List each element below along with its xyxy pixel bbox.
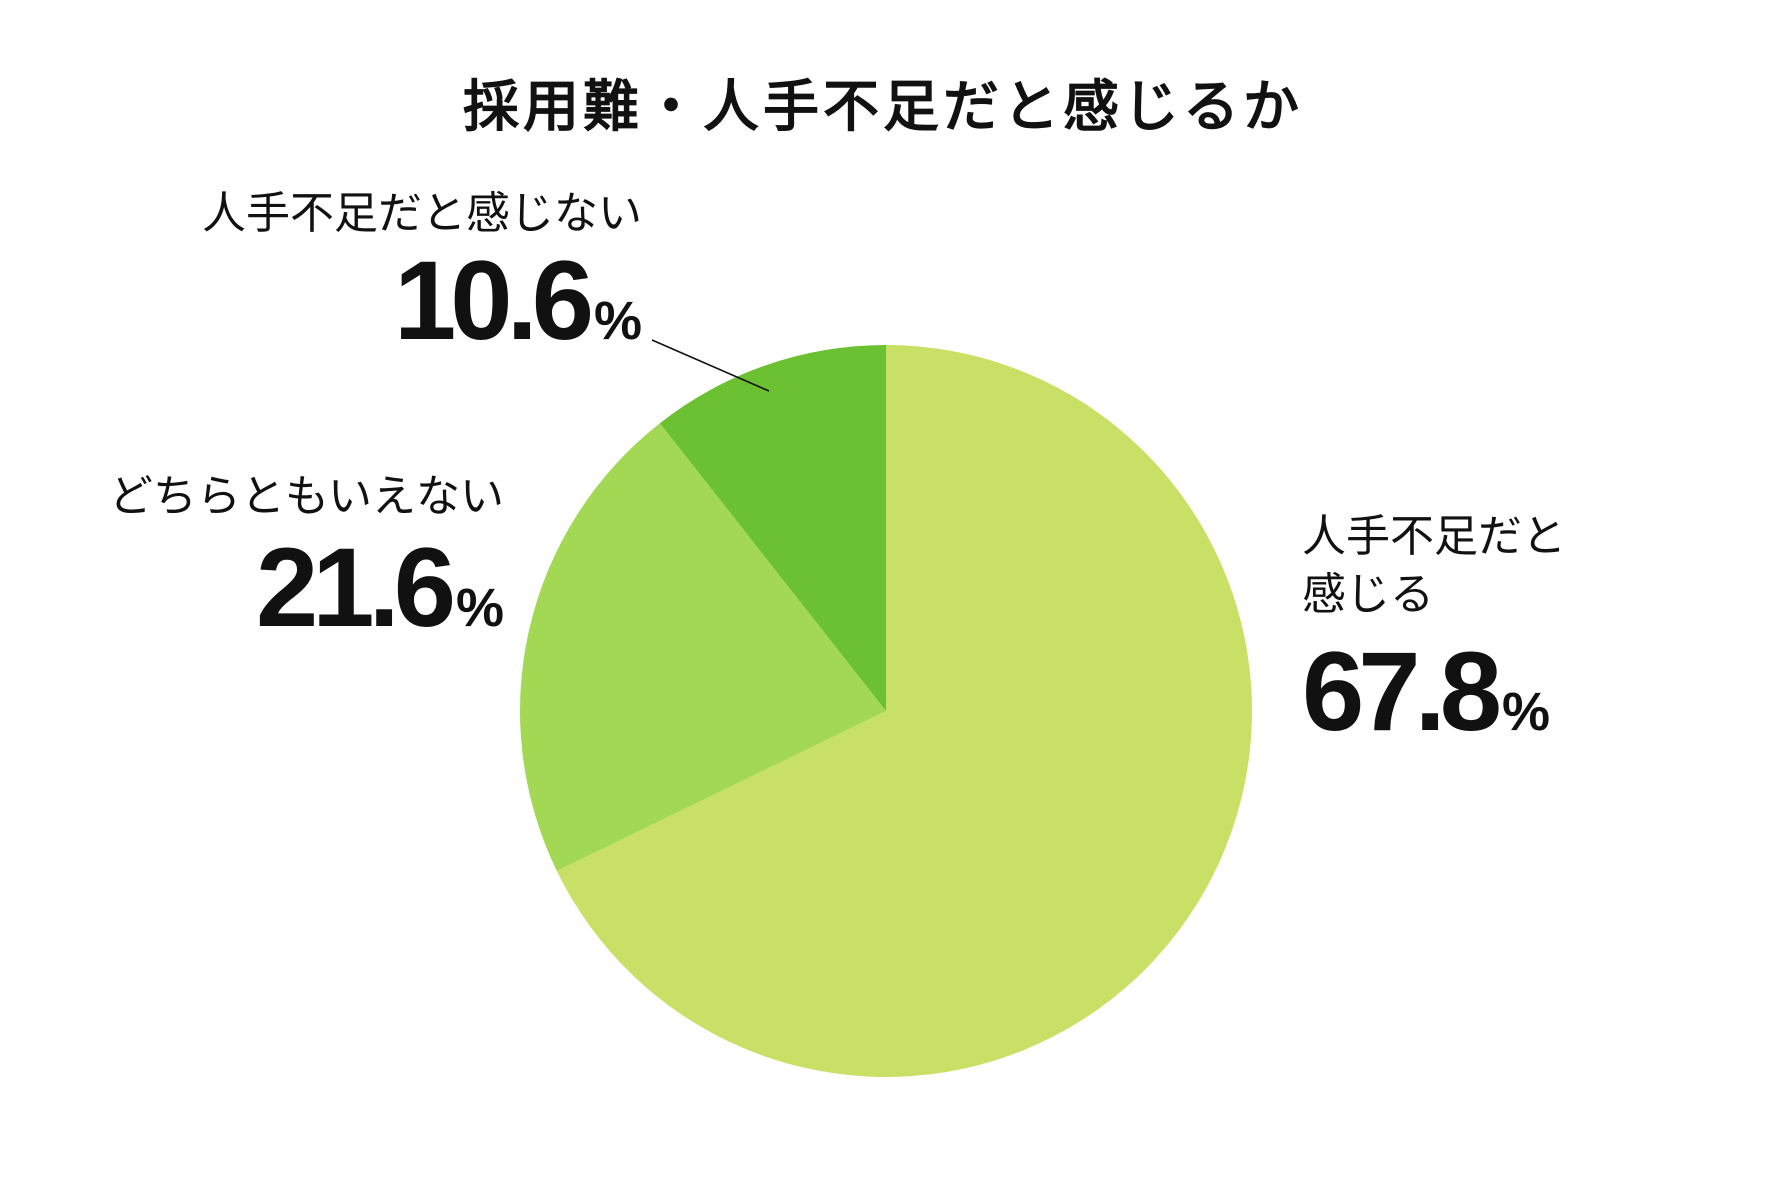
slice-label-text-line2: 感じる [1302,569,1434,620]
chart-title: 採用難・人手不足だと感じるか [463,75,1303,140]
slice-value: 67.8% [1302,632,1566,786]
pie-slices [520,345,1253,1077]
slice-value: 21.6% [109,528,504,682]
slice-label-feel-shortage: 人手不足だと 感じる 67.8% [1302,508,1566,786]
pie-slice-2 [520,423,886,871]
slice-label-neutral: どちらともいえない 21.6% [109,468,504,682]
slice-label-not-feel-shortage: 人手不足だと感じない 10.6% [202,185,642,395]
slice-value: 10.6% [202,241,642,395]
pie-slice-3 [659,345,886,711]
slice-value-number: 10.6 [394,238,594,363]
pie-slice-1 [556,345,1253,1077]
slice-label-text: どちらともいえない [108,471,504,522]
slice-value-number: 67.8 [1302,629,1502,754]
percent-sign: % [1501,682,1550,742]
percent-sign: % [455,578,504,638]
percent-sign: % [593,291,642,351]
leader-line [651,339,770,392]
slice-value-number: 21.6 [256,525,456,650]
slice-label-text-line1: 人手不足だと [1302,511,1566,562]
slice-label-text: 人手不足だと感じない [202,188,642,239]
